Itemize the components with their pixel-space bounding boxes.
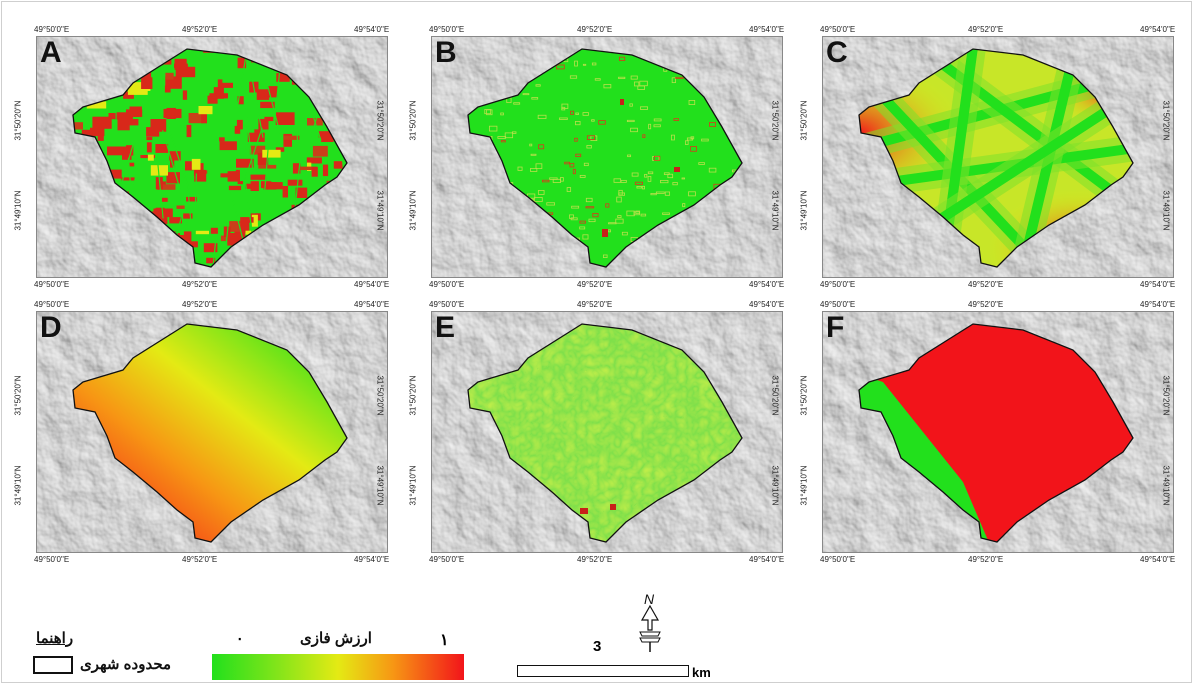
lon-label: 49°52'0"E <box>182 555 218 564</box>
lon-label: 49°50'0"E <box>429 25 465 34</box>
lon-label: 49°52'0"E <box>968 300 1004 309</box>
lat-label: 31°50'20"N <box>13 100 23 141</box>
lat-label: 31°49'10"N <box>1161 190 1171 231</box>
map-panel-d: D <box>36 311 388 553</box>
lat-label: 31°49'10"N <box>408 465 418 506</box>
map-panel-b: B <box>431 36 783 278</box>
lon-label: 49°52'0"E <box>182 280 218 289</box>
lat-label: 31°50'20"N <box>375 100 385 141</box>
lat-label: 31°50'20"N <box>408 375 418 416</box>
lat-label: 31°49'10"N <box>770 465 780 506</box>
urban-boundary-label: محدوده شهری <box>80 656 172 673</box>
map-frame <box>36 36 388 278</box>
scale-value: 3 <box>593 638 602 655</box>
lon-label: 49°50'0"E <box>429 555 465 564</box>
panel-label: F <box>826 311 845 344</box>
map-frame <box>36 311 388 553</box>
panel-label: A <box>40 36 62 69</box>
lon-label: 49°52'0"E <box>968 280 1004 289</box>
lon-label: 49°50'0"E <box>820 280 856 289</box>
gradient-max-label: ۱ <box>440 632 449 649</box>
map-frame <box>431 36 783 278</box>
lat-label: 31°49'10"N <box>13 465 23 506</box>
lat-label: 31°49'10"N <box>13 190 23 231</box>
panel-label: C <box>826 36 848 69</box>
lon-label: 49°52'0"E <box>577 280 613 289</box>
lon-label: 49°50'0"E <box>34 555 70 564</box>
lat-label: 31°50'20"N <box>375 375 385 416</box>
lat-label: 31°49'10"N <box>1161 465 1171 506</box>
lon-label: 49°54'0"E <box>354 555 390 564</box>
lon-label: 49°54'0"E <box>749 280 785 289</box>
lon-label: 49°50'0"E <box>429 280 465 289</box>
lon-label: 49°54'0"E <box>749 300 785 309</box>
map-frame <box>822 311 1174 553</box>
lon-label: 49°52'0"E <box>577 300 613 309</box>
lat-label: 31°50'20"N <box>13 375 23 416</box>
map-panel-f: F <box>822 311 1174 553</box>
lon-label: 49°54'0"E <box>749 25 785 34</box>
lat-label: 31°50'20"N <box>408 100 418 141</box>
lat-label: 31°49'10"N <box>408 190 418 231</box>
lat-label: 31°49'10"N <box>375 465 385 506</box>
north-arrow-icon: N <box>632 590 668 654</box>
scale-bar <box>517 665 689 677</box>
legend-title: راهنما <box>36 630 74 647</box>
map-panel-a: A <box>36 36 388 278</box>
map-frame <box>431 311 783 553</box>
lon-label: 49°54'0"E <box>749 555 785 564</box>
lat-label: 31°49'10"N <box>770 190 780 231</box>
map-panel-e: E <box>431 311 783 553</box>
lon-label: 49°52'0"E <box>577 555 613 564</box>
lon-label: 49°52'0"E <box>577 25 613 34</box>
lon-label: 49°50'0"E <box>429 300 465 309</box>
lon-label: 49°50'0"E <box>820 300 856 309</box>
lat-label: 31°50'20"N <box>1161 375 1171 416</box>
lon-label: 49°54'0"E <box>1140 280 1176 289</box>
lon-label: 49°50'0"E <box>34 300 70 309</box>
lon-label: 49°54'0"E <box>354 300 390 309</box>
lon-label: 49°54'0"E <box>1140 25 1176 34</box>
lon-label: 49°50'0"E <box>34 25 70 34</box>
lat-label: 31°49'10"N <box>375 190 385 231</box>
lon-label: 49°52'0"E <box>182 300 218 309</box>
lat-label: 31°49'10"N <box>799 465 809 506</box>
gradient-min-label: ۰ <box>236 630 244 646</box>
scale-unit: km <box>692 665 711 680</box>
lon-label: 49°54'0"E <box>354 280 390 289</box>
lat-label: 31°50'20"N <box>1161 100 1171 141</box>
fuzzy-value-label: ارزش فازی <box>300 630 372 647</box>
lat-label: 31°50'20"N <box>799 100 809 141</box>
panel-label: D <box>40 311 62 344</box>
map-frame <box>822 36 1174 278</box>
panel-label: E <box>435 311 456 344</box>
lon-label: 49°54'0"E <box>1140 555 1176 564</box>
lon-label: 49°50'0"E <box>820 555 856 564</box>
lon-label: 49°50'0"E <box>34 280 70 289</box>
map-panel-c: C <box>822 36 1174 278</box>
lon-label: 49°52'0"E <box>968 25 1004 34</box>
north-label: N <box>644 591 655 607</box>
fuzzy-color-ramp <box>212 654 464 680</box>
lon-label: 49°52'0"E <box>968 555 1004 564</box>
lat-label: 31°50'20"N <box>770 100 780 141</box>
urban-boundary-symbol <box>33 656 73 674</box>
lon-label: 49°50'0"E <box>820 25 856 34</box>
lon-label: 49°52'0"E <box>182 25 218 34</box>
lat-label: 31°50'20"N <box>799 375 809 416</box>
lon-label: 49°54'0"E <box>354 25 390 34</box>
lat-label: 31°50'20"N <box>770 375 780 416</box>
panel-label: B <box>435 36 457 69</box>
lon-label: 49°54'0"E <box>1140 300 1176 309</box>
lat-label: 31°49'10"N <box>799 190 809 231</box>
